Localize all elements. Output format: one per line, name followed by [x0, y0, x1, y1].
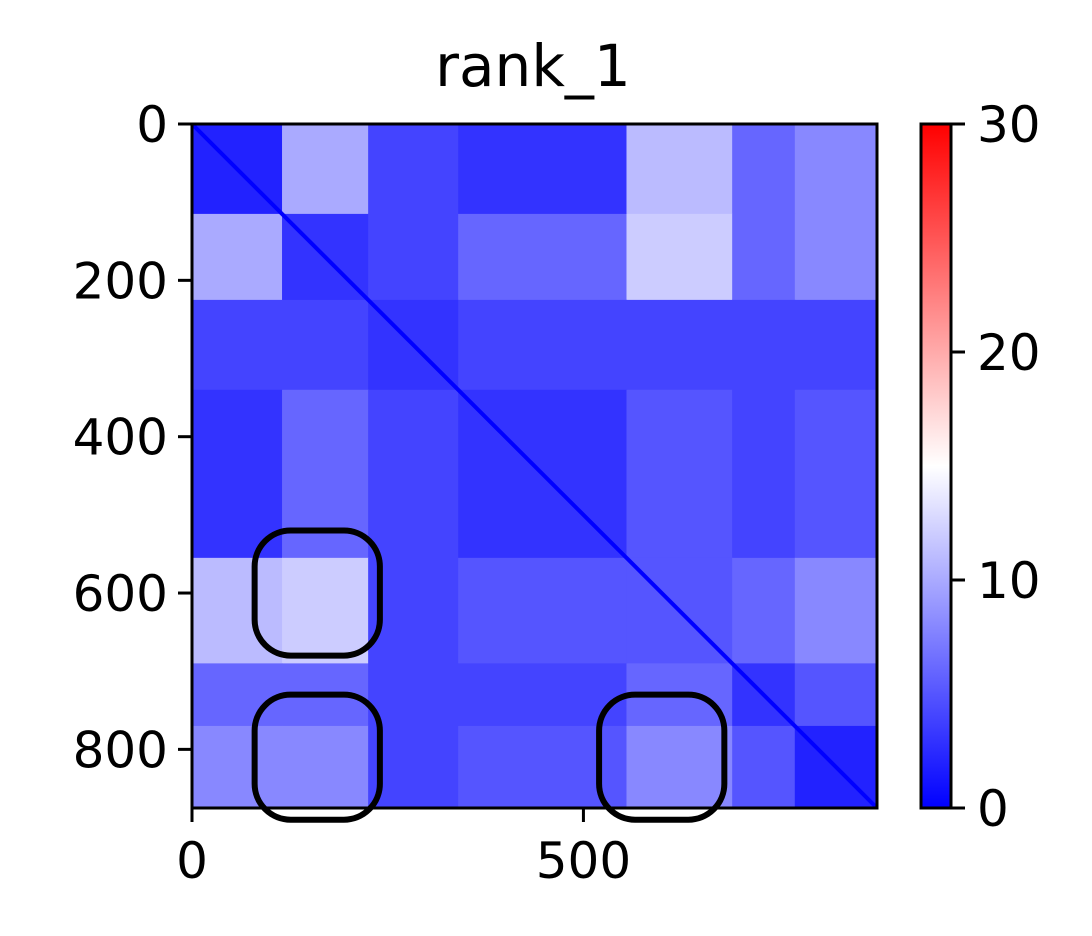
colorbar-axis: 0 10 20 30: [951, 96, 1041, 838]
heatmap-block: [732, 213, 796, 301]
heatmap-block: [458, 124, 628, 215]
heatmap-block: [732, 725, 796, 809]
annotation-box: [596, 691, 728, 823]
heatmap-block: [794, 213, 878, 301]
heatmap-block: [368, 213, 459, 301]
y-tick-label: 400: [73, 409, 168, 467]
plot-frame: [190, 122, 879, 810]
colorbar-tick-label: 20: [977, 324, 1041, 382]
annotation-box: [251, 691, 383, 823]
heatmap-block: [732, 299, 796, 391]
heatmap-block: [732, 389, 796, 559]
heatmap-cells: [190, 122, 879, 810]
annotation-boxes: [251, 527, 728, 823]
heatmap-block: [732, 124, 796, 215]
heatmap-block: [626, 299, 733, 391]
colorbar-tick-label: 10: [977, 552, 1041, 610]
y-tick-label: 800: [73, 721, 168, 779]
x-axis: 0 500: [176, 808, 631, 890]
heatmap-block: [794, 389, 878, 559]
heatmap-block: [626, 725, 733, 809]
heatmap-block: [794, 557, 878, 664]
heatmap-block: [626, 213, 733, 301]
heatmap-block: [368, 389, 459, 559]
y-axis: 0 200 400 600 800: [73, 96, 192, 779]
heatmap-block: [192, 213, 283, 301]
heatmap-block: [282, 557, 369, 664]
heatmap-block: [626, 124, 733, 215]
heatmap-block: [282, 299, 369, 391]
y-tick-label: 200: [73, 252, 168, 310]
colorbar: [919, 122, 953, 810]
heatmap-block: [732, 557, 796, 664]
heatmap-block: [794, 663, 878, 727]
heatmap-block: [458, 299, 628, 391]
heatmap-block: [282, 725, 369, 809]
heatmap-block: [192, 389, 283, 559]
heatmap-block: [368, 725, 459, 809]
heatmap-block: [192, 663, 283, 727]
x-tick-label: 500: [536, 832, 631, 890]
heatmap-block: [794, 124, 878, 215]
annotation-box: [251, 527, 383, 659]
heatmap-block: [626, 389, 733, 559]
y-tick-label: 0: [136, 96, 168, 154]
x-tick-label: 0: [176, 832, 208, 890]
colorbar-tick-label: 0: [977, 780, 1009, 838]
heatmap-block: [282, 124, 369, 215]
heatmap-block: [368, 124, 459, 215]
heatmap-block: [368, 663, 459, 727]
heatmap-block: [368, 557, 459, 664]
heatmap-block: [192, 299, 283, 391]
y-tick-label: 600: [73, 565, 168, 623]
heatmap-block: [458, 213, 628, 301]
heatmap-diagonal: [190, 122, 879, 810]
heatmap-block: [192, 725, 283, 809]
heatmap-block: [458, 557, 628, 664]
colorbar-tick-label: 30: [977, 96, 1041, 154]
chart-title: rank_1: [435, 32, 631, 100]
heatmap-block: [794, 299, 878, 391]
